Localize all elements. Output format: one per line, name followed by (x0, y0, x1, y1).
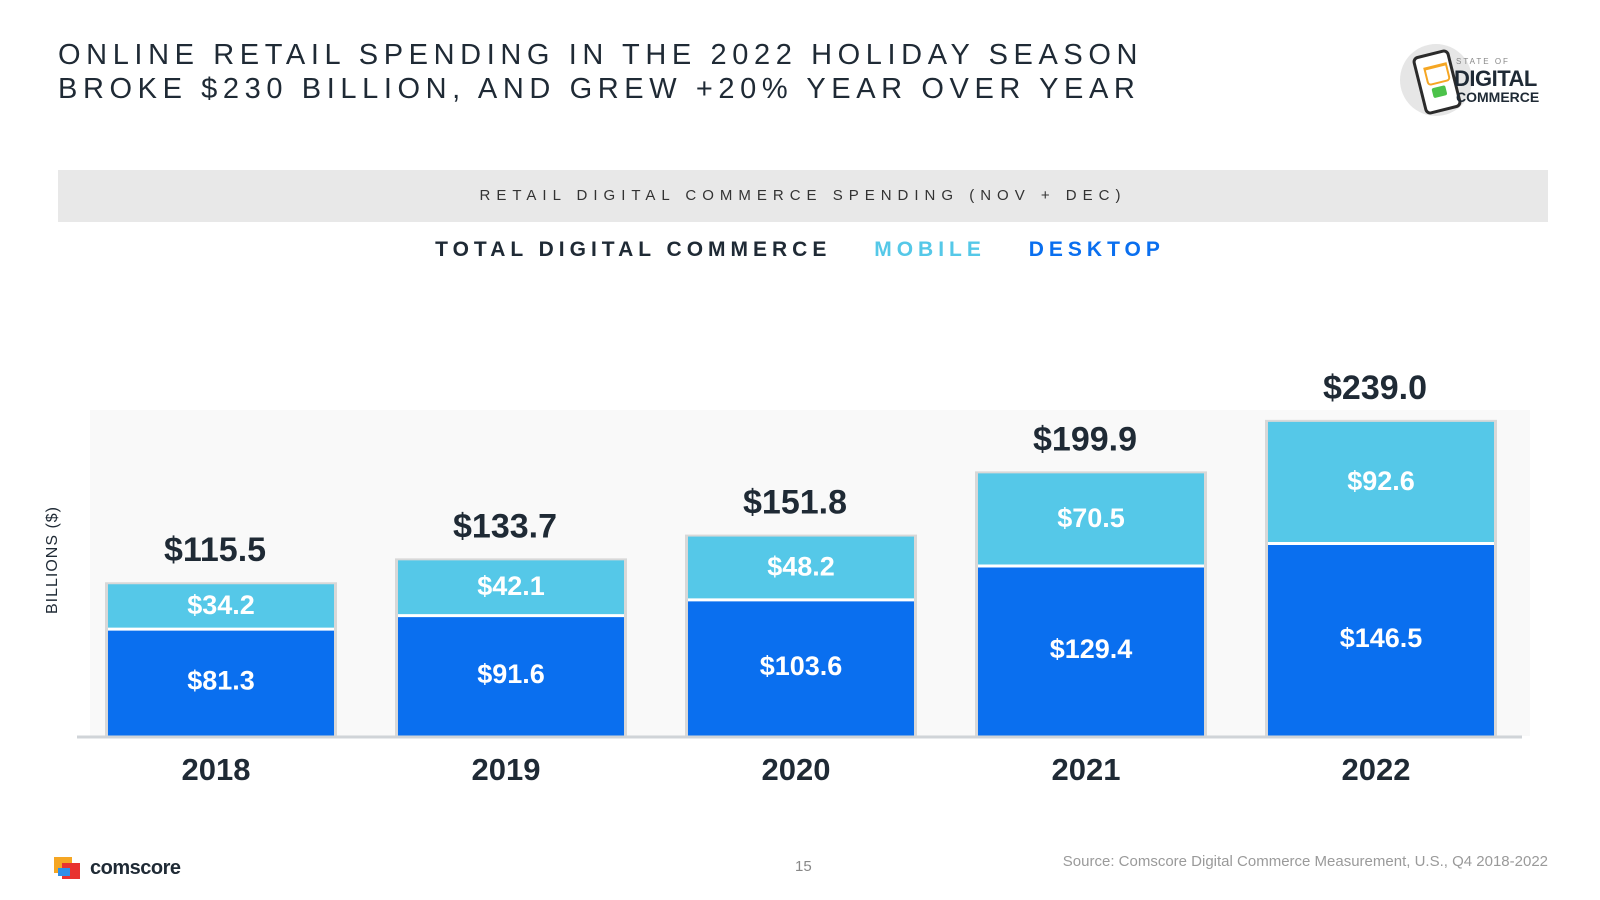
data-label-mobile: $92.6 (1347, 466, 1415, 496)
data-label-total: $151.8 (743, 484, 847, 522)
source-note: Source: Comscore Digital Commerce Measur… (1062, 853, 1548, 870)
bar-mobile (978, 473, 1204, 566)
chart-subtitle: RETAIL DIGITAL COMMERCE SPENDING (NOV + … (479, 187, 1127, 204)
x-tick-label: 2019 (472, 752, 541, 787)
data-label-desktop: $81.3 (187, 666, 255, 696)
legend-total: TOTAL DIGITAL COMMERCE (435, 238, 832, 261)
bar-mobile (108, 584, 334, 630)
data-label-total: $115.5 (164, 531, 266, 569)
data-label-desktop: $146.5 (1340, 623, 1423, 653)
logo-mark-blue (58, 868, 70, 876)
comscore-logo: comscore (54, 855, 194, 883)
bar-mobile (1268, 421, 1494, 544)
slide-title-line-2: BROKE $230 BILLION, AND GREW +20% YEAR O… (58, 73, 1141, 105)
page-number: 15 (795, 858, 812, 875)
bar-desktop (398, 615, 624, 736)
data-label-desktop: $103.6 (760, 651, 843, 681)
badge-state-of: STATE OF (1456, 57, 1510, 66)
x-tick-label: 2020 (762, 752, 831, 787)
data-label-mobile: $42.1 (477, 571, 545, 601)
badge-commerce: COMMERCE (1456, 89, 1540, 105)
data-label-mobile: $70.5 (1057, 503, 1125, 533)
data-label-desktop: $91.6 (477, 659, 545, 689)
data-label-mobile: $34.2 (187, 590, 255, 620)
slide-title-line-1: ONLINE RETAIL SPENDING IN THE 2022 HOLID… (58, 39, 1144, 71)
chart-legend: TOTAL DIGITAL COMMERCE MOBILE DESKTOP (0, 238, 1600, 262)
x-tick-label: 2021 (1052, 752, 1121, 787)
x-tick-label: 2018 (182, 752, 251, 787)
bar-desktop (108, 629, 334, 736)
legend-desktop: DESKTOP (1028, 238, 1165, 261)
bar-desktop (978, 565, 1204, 736)
data-label-total: $239.0 (1323, 369, 1427, 407)
data-label-desktop: $129.4 (1050, 634, 1133, 664)
state-of-digital-commerce-badge: STATE OF DIGITAL COMMERCE (1400, 44, 1550, 120)
bar-mobile (688, 536, 914, 600)
bar-desktop (1268, 543, 1494, 736)
chart-subtitle-bar: RETAIL DIGITAL COMMERCE SPENDING (NOV + … (58, 170, 1548, 222)
logo-text: comscore (90, 857, 181, 879)
data-label-total: $199.9 (1033, 420, 1137, 458)
data-label-mobile: $48.2 (767, 551, 835, 581)
data-label-total: $133.7 (453, 507, 557, 545)
bar-mobile (398, 560, 624, 616)
legend-mobile: MOBILE (874, 238, 986, 261)
slide-title: ONLINE RETAIL SPENDING IN THE 2022 HOLID… (58, 38, 1143, 106)
badge-digital: DIGITAL (1454, 66, 1537, 91)
bar-desktop (688, 599, 914, 736)
x-tick-label: 2022 (1342, 752, 1411, 787)
